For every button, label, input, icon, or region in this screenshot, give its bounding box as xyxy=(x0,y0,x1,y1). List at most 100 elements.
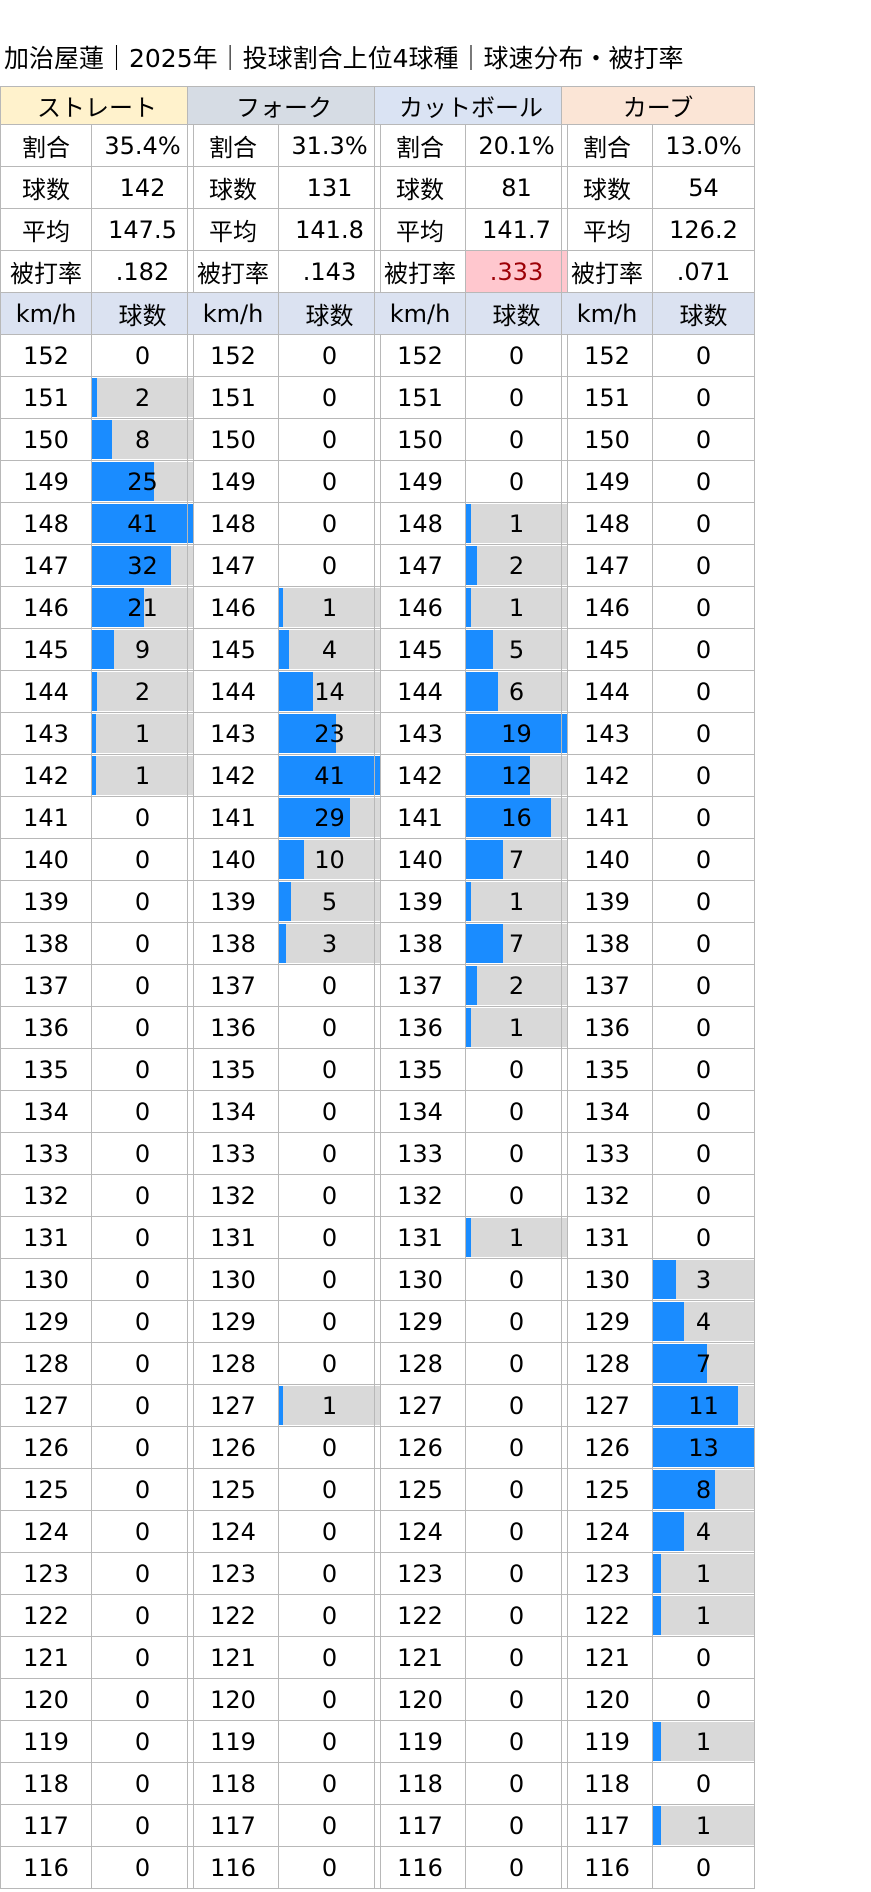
count-value: 0 xyxy=(508,467,525,496)
stat-label: 割合 xyxy=(0,125,92,167)
count-value: 0 xyxy=(134,845,151,874)
count-bar xyxy=(92,756,96,795)
pitch-count-cell: 0 xyxy=(92,1301,194,1343)
speed-value: 118 xyxy=(0,1763,92,1805)
speed-row: 121 0 xyxy=(0,1637,194,1679)
speed-row: 142 1 xyxy=(0,755,194,797)
pitch-count-cell: 0 xyxy=(92,1259,194,1301)
speed-row: 123 0 xyxy=(0,1553,194,1595)
stat-row-ratio: 割合 13.0% xyxy=(561,125,755,167)
stat-row-count: 球数 142 xyxy=(0,167,194,209)
count-bar xyxy=(466,714,567,753)
stat-row-ratio: 割合 20.1% xyxy=(374,125,568,167)
speed-row: 152 0 xyxy=(561,335,755,377)
speed-value: 119 xyxy=(0,1721,92,1763)
pitch-count-cell: 0 xyxy=(653,1679,755,1721)
pitch-count-cell: 0 xyxy=(92,1511,194,1553)
speed-value: 122 xyxy=(187,1595,279,1637)
count-value: 0 xyxy=(695,1643,712,1672)
speed-value: 125 xyxy=(374,1469,466,1511)
stat-row-count: 球数 131 xyxy=(187,167,381,209)
pitch-count-cell: 0 xyxy=(466,377,568,419)
count-value: 3 xyxy=(695,1265,712,1294)
stat-label: 被打率 xyxy=(561,251,653,293)
pitch-count-cell: 0 xyxy=(653,461,755,503)
count-value: 0 xyxy=(508,1349,525,1378)
count-value: 0 xyxy=(695,1055,712,1084)
speed-value: 125 xyxy=(0,1469,92,1511)
pitch-count-cell: 0 xyxy=(279,1427,381,1469)
speed-value: 129 xyxy=(0,1301,92,1343)
bar-background xyxy=(466,504,567,543)
speed-value: 145 xyxy=(374,629,466,671)
speed-value: 141 xyxy=(374,797,466,839)
count-value: 4 xyxy=(695,1307,712,1336)
pitch-count-cell: 0 xyxy=(92,1217,194,1259)
pitch-count-cell: 0 xyxy=(92,1679,194,1721)
speed-row: 125 0 xyxy=(0,1469,194,1511)
speed-row: 137 2 xyxy=(374,965,568,1007)
count-value: 7 xyxy=(508,845,525,874)
pitch-count-cell: 0 xyxy=(653,1847,755,1889)
stat-value-avg: 141.8 xyxy=(279,209,381,251)
speed-row: 121 0 xyxy=(374,1637,568,1679)
speed-value: 128 xyxy=(561,1343,653,1385)
speed-value: 128 xyxy=(374,1343,466,1385)
count-value: 23 xyxy=(314,719,345,748)
speed-value: 126 xyxy=(561,1427,653,1469)
pitch-count-cell: 0 xyxy=(92,1385,194,1427)
pitch-count-cell: 0 xyxy=(653,1763,755,1805)
speed-row: 151 0 xyxy=(561,377,755,419)
count-value: 0 xyxy=(321,1475,338,1504)
count-value: 0 xyxy=(508,1097,525,1126)
pitch-count-cell: 0 xyxy=(279,377,381,419)
speed-value: 117 xyxy=(561,1805,653,1847)
count-value: 5 xyxy=(321,887,338,916)
speed-value: 124 xyxy=(561,1511,653,1553)
speed-value: 142 xyxy=(374,755,466,797)
count-value: 0 xyxy=(508,1433,525,1462)
speed-row: 147 2 xyxy=(374,545,568,587)
speed-row: 135 0 xyxy=(374,1049,568,1091)
stat-label: 平均 xyxy=(374,209,466,251)
stat-row-avg: 平均 141.7 xyxy=(374,209,568,251)
speed-row: 143 19 xyxy=(374,713,568,755)
speed-value: 129 xyxy=(187,1301,279,1343)
count-value: 1 xyxy=(508,887,525,916)
bar-background xyxy=(279,630,380,669)
speed-row: 135 0 xyxy=(187,1049,381,1091)
count-value: 0 xyxy=(134,1223,151,1252)
speed-row: 147 0 xyxy=(561,545,755,587)
speed-value: 150 xyxy=(0,419,92,461)
count-value: 0 xyxy=(134,971,151,1000)
speed-value: 140 xyxy=(0,839,92,881)
pitch-count-cell: 0 xyxy=(279,461,381,503)
count-value: 0 xyxy=(321,1643,338,1672)
count-value: 9 xyxy=(134,635,151,664)
count-value: 0 xyxy=(508,1727,525,1756)
speed-row: 131 1 xyxy=(374,1217,568,1259)
speed-value: 133 xyxy=(374,1133,466,1175)
speed-row: 150 0 xyxy=(561,419,755,461)
speed-value: 118 xyxy=(187,1763,279,1805)
count-bar xyxy=(92,546,171,585)
stat-value-count: 54 xyxy=(653,167,755,209)
pitch-count-cell: 0 xyxy=(466,1721,568,1763)
speed-value: 142 xyxy=(0,755,92,797)
speed-value: 144 xyxy=(374,671,466,713)
pitch-count-cell: 0 xyxy=(92,1805,194,1847)
speed-value: 127 xyxy=(374,1385,466,1427)
pitch-count-cell: 23 xyxy=(279,713,381,755)
count-value: 0 xyxy=(321,341,338,370)
count-value: 0 xyxy=(321,1559,338,1588)
speed-value: 144 xyxy=(0,671,92,713)
count-value: 0 xyxy=(321,1811,338,1840)
speed-row: 126 13 xyxy=(561,1427,755,1469)
pitch-count-cell: 0 xyxy=(466,1301,568,1343)
pitch-count-cell: 0 xyxy=(466,461,568,503)
stat-label: 割合 xyxy=(187,125,279,167)
speed-value: 142 xyxy=(561,755,653,797)
count-value: 0 xyxy=(695,1769,712,1798)
count-value: 1 xyxy=(695,1601,712,1630)
bar-background xyxy=(466,546,567,585)
